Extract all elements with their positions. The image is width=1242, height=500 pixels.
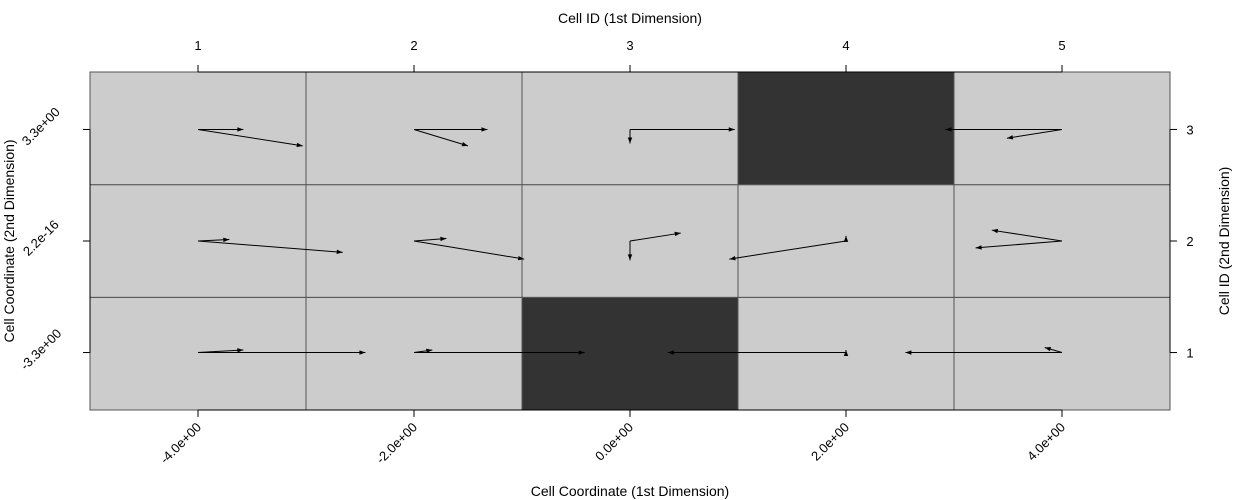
obstacle-cell-3-1 <box>521 296 739 411</box>
arrowhead-3-2-1 <box>627 254 633 261</box>
arrowhead-2-1-0 <box>426 348 433 354</box>
free-cell-2-3 <box>305 71 523 186</box>
arrowhead-5-2-0 <box>991 228 999 234</box>
arrowhead-3-3-1 <box>728 127 735 132</box>
arrowhead-3-2-0 <box>674 231 681 237</box>
arrowhead-4-1-1 <box>667 350 674 355</box>
bottom-axis-title: Cell Coordinate (1st Dimension) <box>531 483 729 499</box>
arrow-5-3-1 <box>1006 128 1063 139</box>
top-tick-label: 5 <box>1058 38 1065 53</box>
arrowhead-5-1-0 <box>1044 347 1052 352</box>
top-tick-label: 3 <box>626 38 633 53</box>
left-tick-label: -3.3e+00 <box>17 326 64 373</box>
right-tick-label: 3 <box>1186 122 1193 137</box>
arrow-3-2-0 <box>629 232 681 242</box>
right-tick-label: 2 <box>1186 234 1193 249</box>
arrowhead-4-2-0 <box>843 235 849 242</box>
right-tick-label: 1 <box>1186 346 1193 361</box>
arrow-5-2-1 <box>975 240 1063 249</box>
arrowhead-3-3-0 <box>627 137 633 144</box>
free-cell-5-1 <box>953 296 1171 411</box>
arrow-1-2-1 <box>197 240 343 253</box>
arrow-5-2-0 <box>991 229 1063 242</box>
arrowhead-1-1-1 <box>359 350 366 355</box>
cells-layer <box>89 71 1171 411</box>
arrowhead-4-2-1 <box>729 255 736 261</box>
arrowhead-2-3-1 <box>461 142 468 147</box>
left-tick-label: 3.3e+00 <box>19 104 63 148</box>
arrowhead-2-2-1 <box>517 255 525 261</box>
arrowhead-1-2-0 <box>223 237 230 242</box>
free-cell-3-3 <box>521 71 739 186</box>
bottom-tick-label: 0.0e+00 <box>592 420 636 464</box>
arrowhead-5-3-1 <box>1006 135 1014 140</box>
arrow-2-3-1 <box>413 128 469 147</box>
bottom-tick-label: 4.0e+00 <box>1024 420 1068 464</box>
arrowhead-1-3-1 <box>296 142 303 148</box>
free-cell-5-3 <box>953 71 1171 186</box>
top-tick-label: 1 <box>194 38 201 53</box>
left-axis-title: Cell Coordinate (2nd Dimension) <box>1 139 17 342</box>
top-tick-label: 4 <box>842 38 849 53</box>
arrow-4-2-1 <box>729 240 847 260</box>
arrowhead-5-2-1 <box>975 245 982 250</box>
free-cell-1-3 <box>89 71 307 186</box>
arrows-layer <box>197 127 1063 357</box>
right-axis-title: Cell ID (2nd Dimension) <box>1216 167 1232 316</box>
arrow-2-2-1 <box>413 240 525 260</box>
top-axis-title: Cell ID (1st Dimension) <box>558 10 702 26</box>
left-tick-label: 2.2e-16 <box>20 217 62 259</box>
arrowhead-5-3-0 <box>945 127 952 132</box>
arrowhead-5-1-1 <box>905 350 912 355</box>
bottom-tick-label: -4.0e+00 <box>157 420 204 467</box>
arrowhead-2-1-1 <box>578 350 585 355</box>
arrowhead-1-2-1 <box>336 249 343 255</box>
top-tick-label: 2 <box>410 38 417 53</box>
free-cell-1-1 <box>89 296 307 411</box>
arrowhead-1-1-0 <box>237 348 244 353</box>
arrowhead-2-2-0 <box>440 236 447 242</box>
arrow-1-3-1 <box>197 128 303 147</box>
free-cell-2-1 <box>305 296 523 411</box>
bottom-tick-label: 2.0e+00 <box>808 420 852 464</box>
obstacle-cell-4-3 <box>737 71 955 186</box>
bottom-tick-label: -2.0e+00 <box>373 420 420 467</box>
arrowhead-1-3-0 <box>237 127 244 132</box>
arrowhead-2-3-0 <box>481 127 488 132</box>
